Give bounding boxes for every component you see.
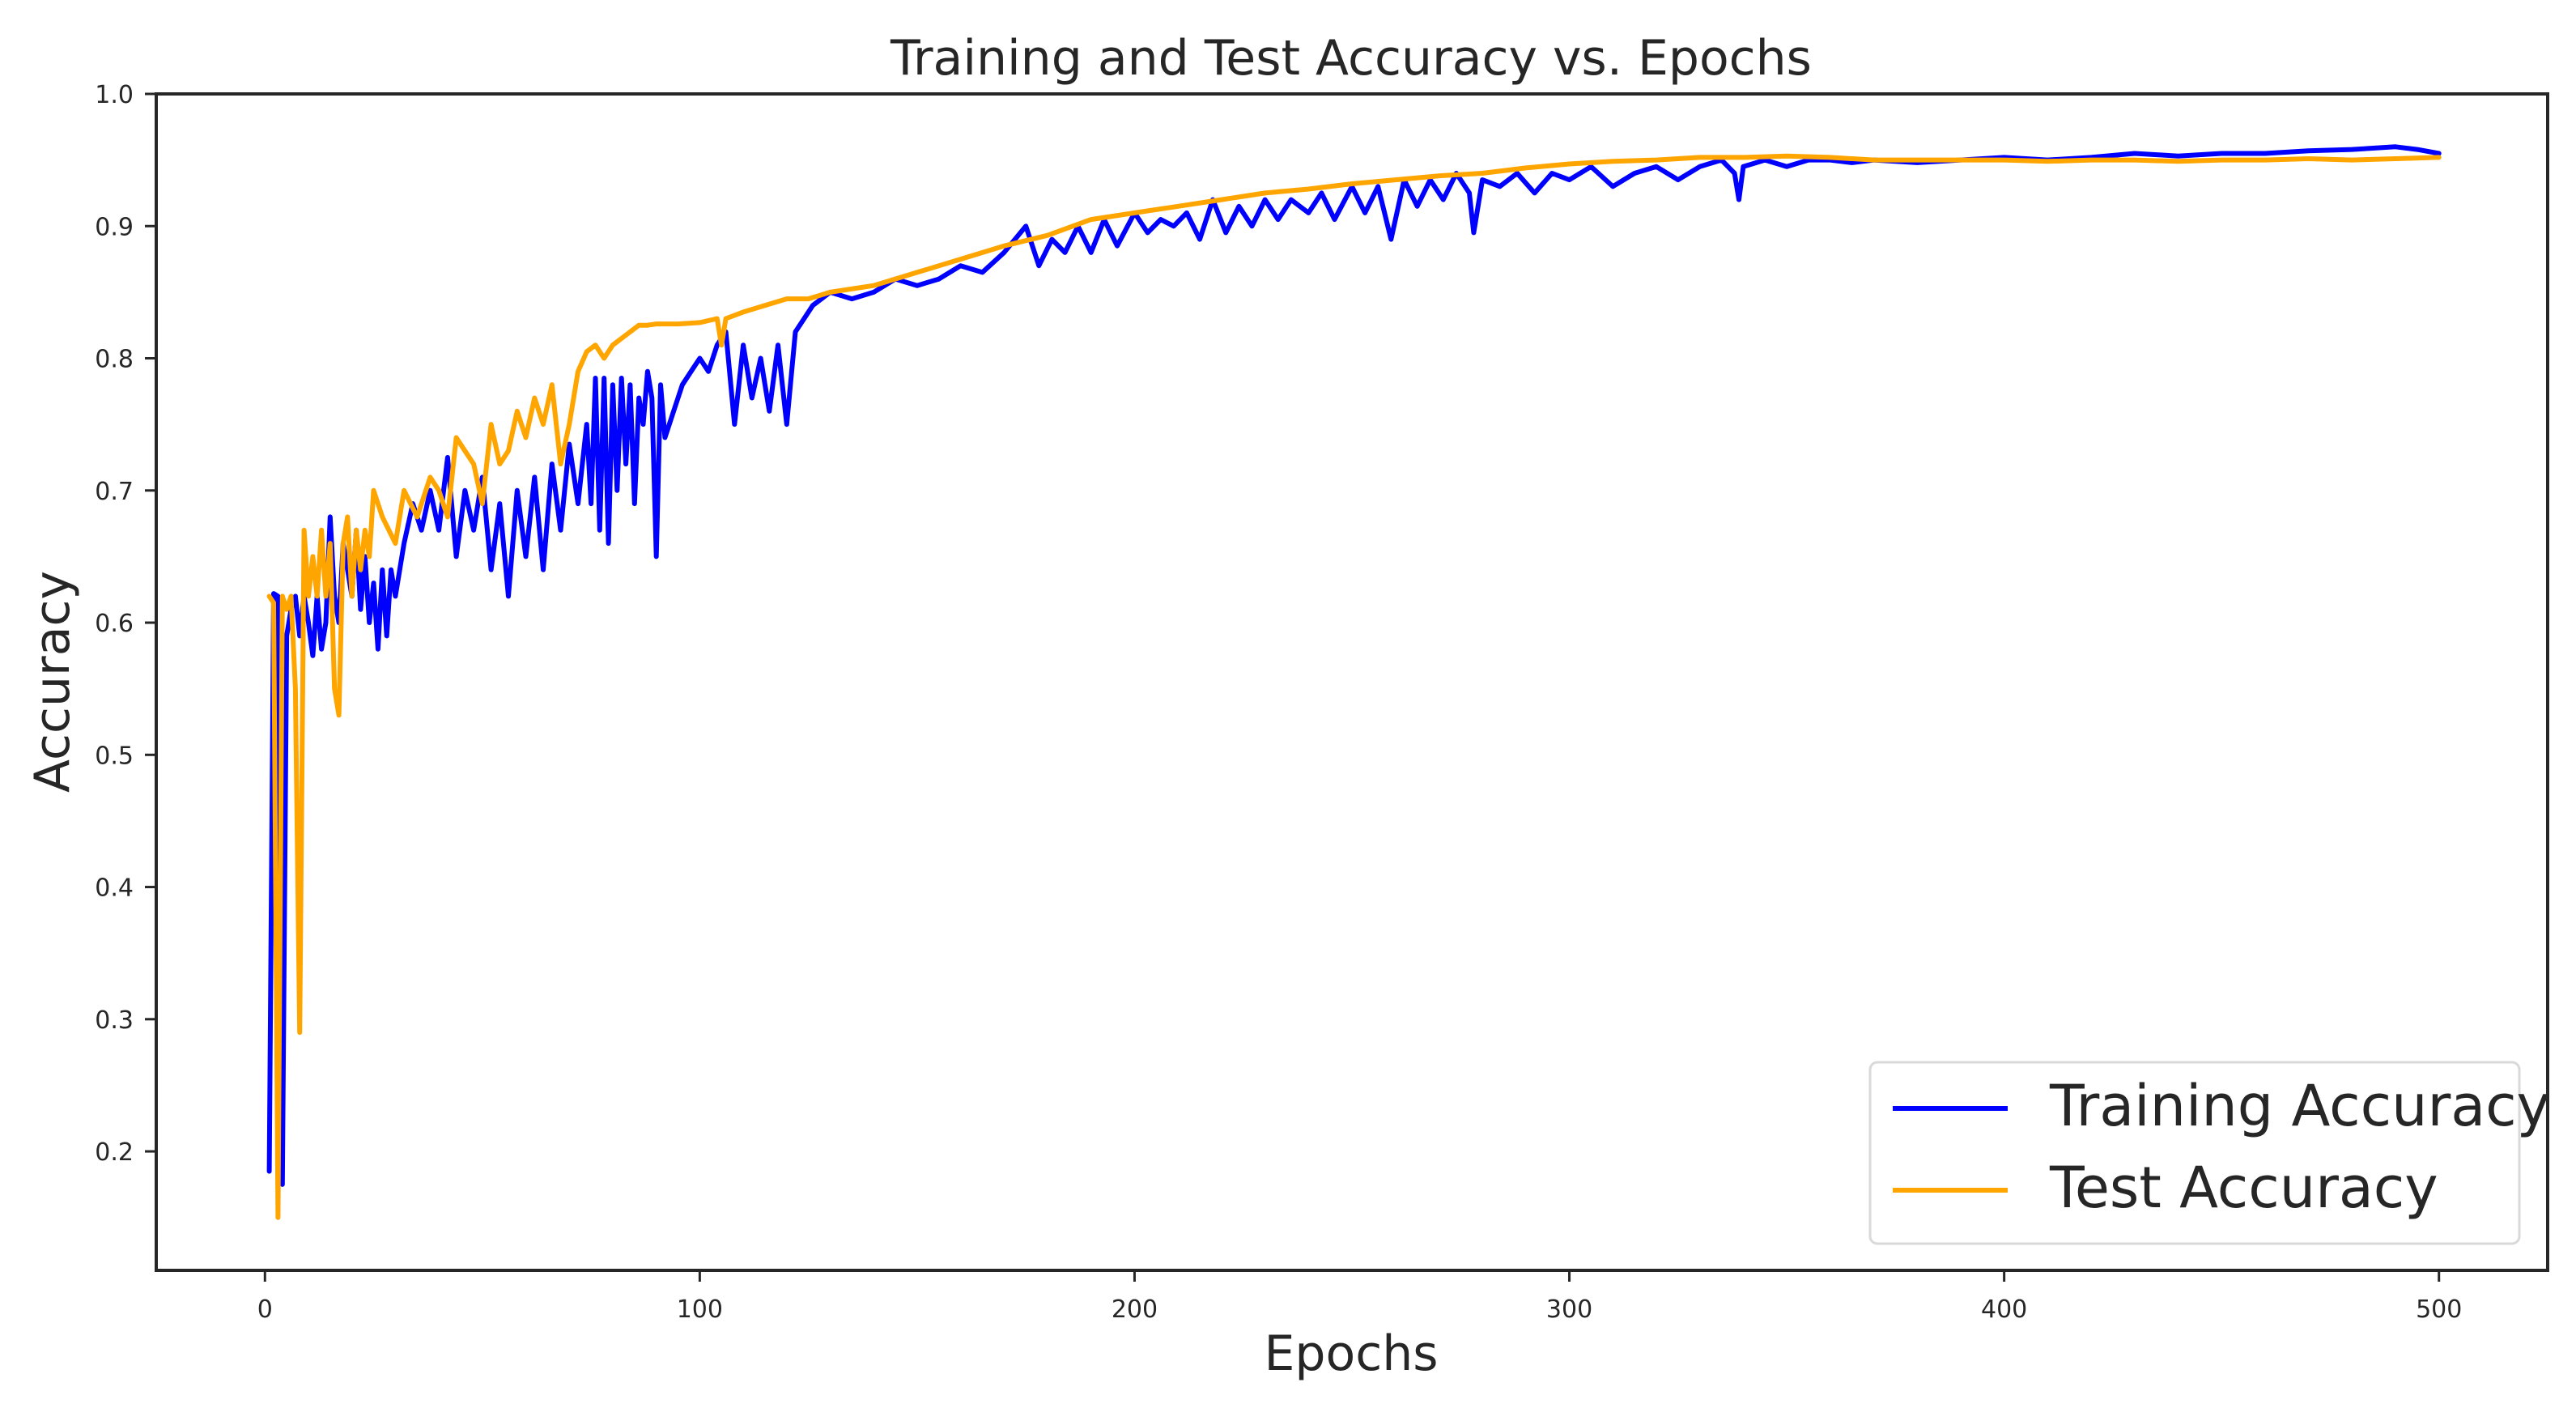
y-tick-label: 0.6: [95, 610, 134, 638]
y-tick-label: 0.4: [95, 874, 134, 903]
y-axis-label: Accuracy: [24, 571, 81, 793]
chart-title: Training and Test Accuracy vs. Epochs: [890, 30, 1812, 87]
x-tick-label: 300: [1546, 1295, 1592, 1324]
y-tick-label: 0.2: [95, 1138, 134, 1167]
y-tick-label: 0.5: [95, 742, 134, 770]
y-tick-label: 1.0: [95, 81, 134, 109]
x-tick-label: 500: [2416, 1295, 2462, 1324]
training-accuracy-line: [266, 144, 2442, 1187]
x-tick-label: 400: [1981, 1295, 2027, 1324]
x-tick-label: 0: [257, 1295, 273, 1324]
legend-test-label: Test Accuracy: [2049, 1155, 2438, 1221]
legend-box: [1868, 1061, 2521, 1245]
y-tick-label: 0.7: [95, 478, 134, 506]
y-tick-label: 0.9: [95, 213, 134, 241]
legend-training-label: Training Accuracy: [2049, 1073, 2550, 1139]
plot-frame: [155, 92, 2549, 1272]
series-layer: [266, 144, 2442, 1220]
x-axis-label: Epochs: [1265, 1325, 1439, 1382]
legend: Training Accuracy Test Accuracy: [1868, 1061, 2550, 1245]
x-tick-label: 200: [1112, 1295, 1158, 1324]
axes-layer: 0 100 200 300 400 500 0.2 0.3 0.4 0.5 0.6 0.7 0.8 0.9…: [95, 81, 2462, 1324]
y-tick-label: 0.3: [95, 1006, 134, 1035]
test-accuracy-line: [266, 153, 2442, 1220]
x-tick-label: 100: [677, 1295, 723, 1324]
y-tick-label: 0.8: [95, 346, 134, 374]
